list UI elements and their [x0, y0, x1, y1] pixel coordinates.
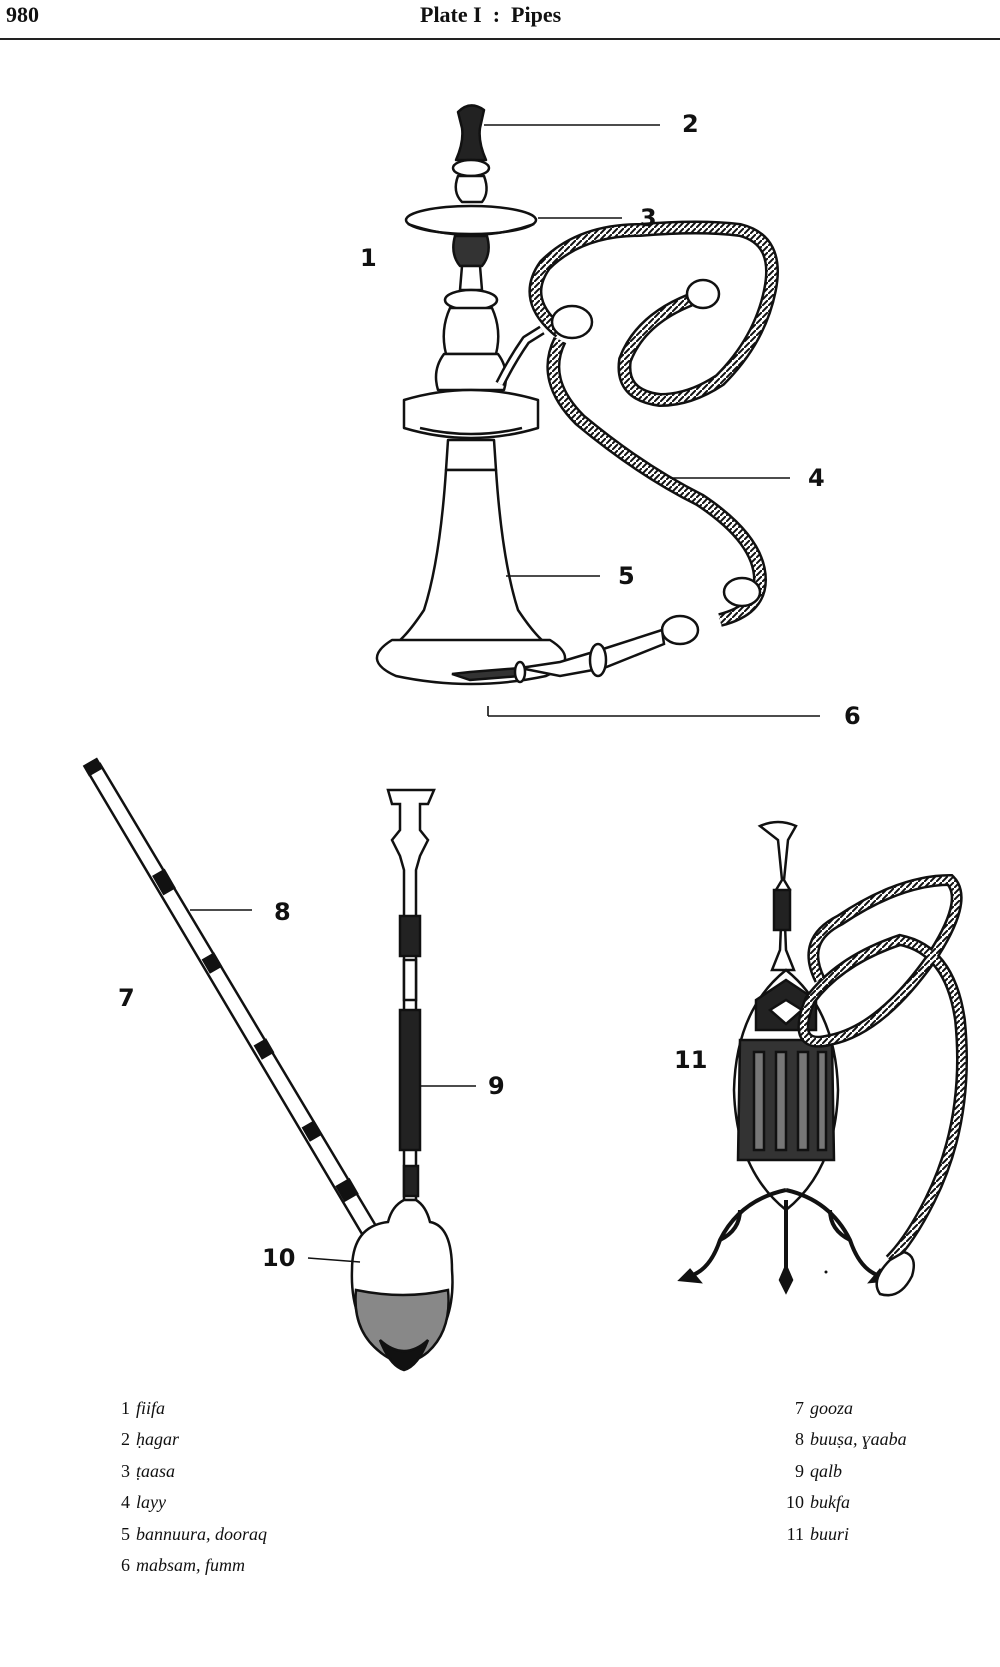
legend-item: 4 layy: [121, 1492, 166, 1513]
header-rule: [0, 38, 1000, 40]
label-11: 11: [674, 1046, 708, 1074]
legend-item: 3 ṭaasa: [121, 1460, 176, 1481]
mouthpiece: [451, 614, 700, 684]
label-5: 5: [618, 562, 635, 590]
plate-title: Plate I : Pipes: [420, 2, 562, 27]
legend-item: 8 buuṣa, ɣaaba: [795, 1429, 907, 1450]
hookah-drawing: [375, 104, 567, 686]
label-2: 2: [682, 110, 699, 138]
label-10: 10: [262, 1244, 296, 1272]
gooza-drawing: [82, 757, 454, 1372]
leader-lines-gooza: [190, 909, 476, 1263]
legend-item: 2 ḥagar: [121, 1429, 180, 1450]
legend-item: 5 bannuura, dooraq: [121, 1523, 268, 1544]
tobacco-bowl: [454, 104, 488, 162]
label-3: 3: [640, 204, 657, 232]
legend-item: 10 bukfa: [786, 1492, 850, 1513]
legend-item: 6 mabsam, fumm: [121, 1555, 246, 1576]
leader-lines: [484, 124, 820, 717]
water-vase: [390, 468, 552, 648]
legend-item: 11 buuri: [786, 1523, 850, 1544]
label-4: 4: [808, 464, 825, 492]
label-6: 6: [844, 702, 861, 730]
label-8: 8: [274, 898, 291, 926]
buuri-hose: [797, 873, 968, 1297]
page-number: 980: [6, 2, 39, 27]
label-9: 9: [488, 1072, 505, 1100]
legend-left: 1 fiifa 2 ḥagar 3 ṭaasa 4 layy 5 bannuura, do…: [120, 1393, 267, 1581]
legend-item: 1 fiifa: [121, 1398, 166, 1418]
legend-right: 7 gooza 8 buuṣa, ɣaaba 9 qalb 10 bukfa 11 buu…: [780, 1393, 907, 1550]
label-7: 7: [118, 984, 135, 1012]
legend-item: 7 gooza: [795, 1398, 854, 1418]
legend-item: 9 qalb: [795, 1460, 843, 1481]
hookah-hose: [528, 220, 779, 627]
page-header: 980 Plate I : Pipes: [0, 0, 1000, 44]
label-1: 1: [360, 244, 377, 272]
buuri-drawing: [677, 820, 893, 1295]
